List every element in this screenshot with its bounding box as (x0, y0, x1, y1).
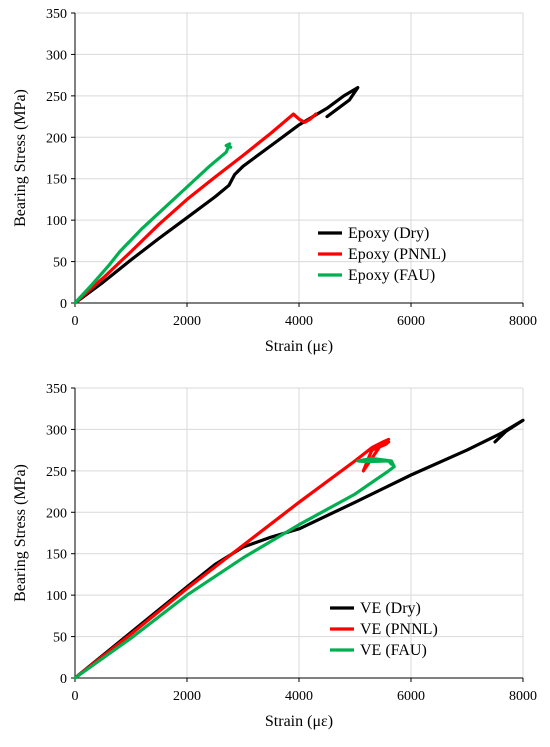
series-line-ve-fau (73, 456, 396, 680)
y-axis-label: Bearing Stress (MPa) (12, 464, 29, 602)
y-tick-label: 250 (46, 90, 67, 105)
series-line-epoxy-pnnl (73, 112, 318, 305)
series-line-ve-pnnl (73, 437, 391, 680)
x-tick-label: 6000 (397, 689, 425, 704)
x-tick-label: 8000 (509, 314, 537, 329)
y-axis-label: Bearing Stress (MPa) (12, 89, 29, 227)
y-tick-label: 100 (46, 214, 67, 229)
legend-label: VE (FAU) (360, 642, 427, 659)
series-line-epoxy-dry (73, 85, 360, 305)
legend-label: Epoxy (PNNL) (348, 246, 446, 263)
y-tick-label: 50 (53, 256, 67, 271)
legend-label: VE (Dry) (360, 600, 421, 617)
x-tick-label: 6000 (397, 314, 425, 329)
y-tick-label: 350 (46, 7, 67, 22)
legend-label: Epoxy (FAU) (348, 267, 435, 284)
y-tick-label: 300 (46, 48, 67, 63)
chart-panel-1: 0 50 100 150 200 250 300 350 0 2000 4000 6000 8000 St… (12, 7, 537, 355)
series-line-epoxy-fau (73, 142, 233, 305)
x-tick-label: 0 (72, 314, 79, 329)
legend: VE (Dry) VE (PNNL) VE (FAU) (330, 600, 438, 659)
x-tick-label: 0 (72, 689, 79, 704)
y-tick-label: 200 (46, 506, 67, 521)
x-tick-label: 2000 (173, 314, 201, 329)
x-tick-label: 2000 (173, 689, 201, 704)
x-axis-label: Strain (με) (265, 713, 333, 730)
y-tick-label: 0 (60, 672, 67, 687)
x-axis-label: Strain (με) (265, 338, 333, 355)
y-tick-label: 300 (46, 423, 67, 438)
y-tick-label: 100 (46, 589, 67, 604)
y-tick-label: 350 (46, 382, 67, 397)
y-tick-label: 50 (53, 631, 67, 646)
legend: Epoxy (Dry) Epoxy (PNNL) Epoxy (FAU) (318, 225, 446, 284)
y-tick-label: 150 (46, 548, 67, 563)
chart-panel-2: 0 50 100 150 200 250 300 350 0 2000 4000 6000 8000 St… (12, 382, 537, 730)
x-tick-label: 8000 (509, 689, 537, 704)
x-tick-label: 4000 (285, 314, 313, 329)
y-tick-label: 0 (60, 297, 67, 312)
legend-label: Epoxy (Dry) (348, 225, 429, 242)
y-tick-label: 200 (46, 131, 67, 146)
x-tick-label: 4000 (285, 689, 313, 704)
legend-label: VE (PNNL) (360, 621, 438, 638)
y-tick-label: 250 (46, 465, 67, 480)
y-tick-label: 150 (46, 173, 67, 188)
